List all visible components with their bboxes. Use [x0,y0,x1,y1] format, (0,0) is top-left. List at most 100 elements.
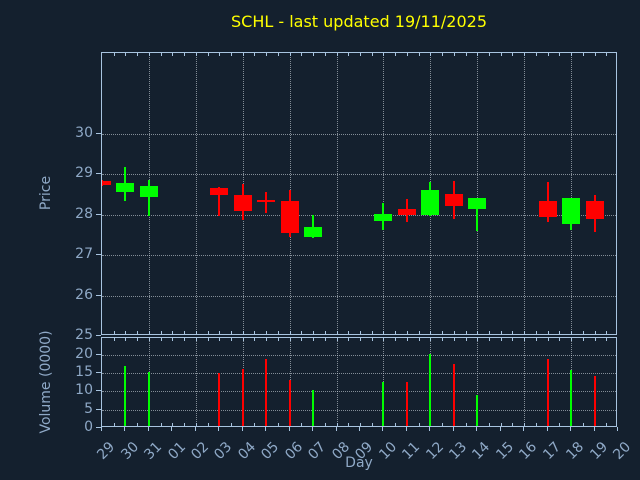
minor-tick [195,338,197,341]
minor-tick [500,331,502,334]
day-tick [452,427,454,431]
minor-tick [453,338,455,341]
volume-tick-label: 20 [75,345,93,362]
candle-wick [476,198,479,231]
candle-body [116,183,135,193]
day-tick [218,427,220,431]
minor-tick [465,53,467,56]
minor-tick [430,331,432,334]
volume-bar [546,359,549,426]
minor-tick [559,423,561,426]
minor-tick [512,423,514,426]
price-gridline [102,174,616,176]
minor-tick [277,53,279,56]
candle-body [139,186,158,198]
candle-body [304,226,323,237]
minor-tick [254,53,256,56]
minor-tick [477,53,479,56]
minor-tick [453,53,455,56]
price-axis-label: Price [38,175,54,211]
minor-tick [277,423,279,426]
minor-tick [113,53,115,56]
price-tick [96,335,101,336]
minor-tick [160,423,162,426]
minor-tick [301,423,303,426]
day-tick [194,427,196,431]
day-tick [265,427,267,431]
minor-tick [406,53,408,56]
volume-tick [96,371,101,373]
volume-tick [96,408,101,410]
minor-tick [266,338,268,341]
minor-tick [301,53,303,56]
minor-tick [418,423,420,426]
minor-tick [547,338,549,341]
price-tick-label: 29 [75,165,93,182]
price-gridline [102,255,616,257]
minor-tick [254,331,256,334]
minor-tick [489,331,490,334]
volume-gridline [102,372,616,374]
day-tick [405,427,407,431]
day-tick [124,427,126,431]
minor-tick [336,423,338,426]
minor-tick [442,331,444,334]
minor-tick [313,338,315,341]
minor-tick [266,53,268,56]
day-tick [382,427,384,431]
minor-tick [535,338,537,341]
minor-tick [184,53,186,56]
minor-tick [195,331,197,334]
minor-tick [571,53,573,56]
volume-tick [96,427,101,428]
x-axis-label: Day [345,455,373,471]
minor-tick [606,331,608,334]
minor-tick [571,331,573,334]
minor-tick [383,331,385,334]
minor-tick [360,53,361,56]
minor-tick [160,338,162,341]
price-tick [96,254,101,256]
minor-tick [137,331,139,334]
price-gridline [102,295,616,297]
minor-tick [371,53,373,56]
chart-title: SCHL - last updated 19/11/2025 [231,12,487,31]
minor-tick [207,53,209,56]
minor-tick [606,338,608,341]
candle-wick [312,214,315,239]
candle-body [538,201,557,217]
minor-tick [184,423,186,426]
minor-tick [512,53,514,56]
minor-tick [547,53,549,56]
minor-tick [219,331,221,334]
price-tick-label: 26 [75,286,93,303]
day-gridline [477,338,479,426]
minor-tick [160,53,162,56]
price-gridline [102,133,616,135]
minor-tick [184,331,186,334]
price-tick [96,213,101,215]
minor-tick [137,53,139,56]
minor-tick [535,331,537,334]
minor-tick [148,331,150,334]
volume-bar [452,363,455,426]
candle-body [257,199,276,202]
minor-tick [418,338,420,341]
minor-tick [113,338,115,341]
volume-tick-label: 0 [84,419,93,435]
minor-tick [500,338,502,341]
minor-tick [348,338,350,341]
minor-tick [465,423,467,426]
candle-body [233,194,252,211]
minor-tick [348,53,350,56]
minor-tick [442,423,444,426]
volume-bar [218,372,221,426]
minor-tick [207,423,209,426]
candle-body [444,194,463,206]
minor-tick [324,53,326,56]
minor-tick [606,423,608,426]
minor-tick [371,338,373,341]
volume-bar [241,369,244,426]
minor-tick [125,331,127,334]
minor-tick [395,423,397,426]
